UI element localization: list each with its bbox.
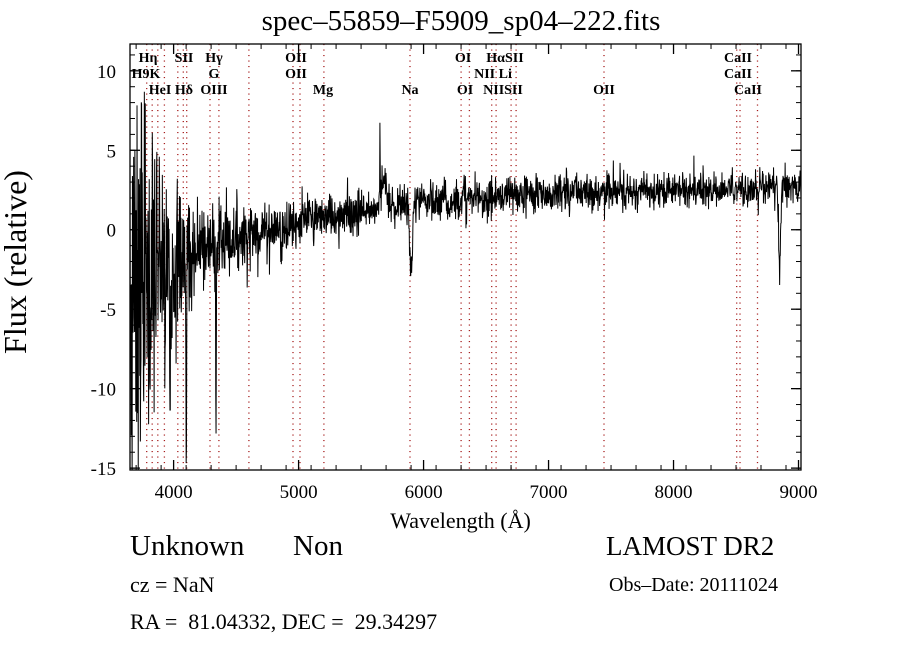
svg-text:Obs–Date: 20111024: Obs–Date: 20111024 [609, 574, 778, 596]
svg-text:Hδ: Hδ [175, 83, 193, 98]
svg-text:Unknown: Unknown [130, 530, 245, 562]
svg-text:RA = 81.04332, DEC = 29.3429: RA = 81.04332, DEC = 29.34297 [130, 609, 437, 634]
svg-text:Wavelength (Å): Wavelength (Å) [390, 508, 531, 533]
svg-text:9000: 9000 [780, 482, 818, 503]
svg-text:OII: OII [593, 83, 615, 98]
svg-text:HeI: HeI [149, 83, 172, 98]
svg-text:OI: OI [457, 83, 473, 98]
svg-text:CaII: CaII [724, 51, 752, 66]
svg-text:OIII: OIII [200, 83, 227, 98]
svg-text:7000: 7000 [530, 482, 568, 503]
svg-text:G: G [209, 67, 220, 82]
svg-text:SII: SII [175, 51, 194, 66]
svg-text:OII: OII [285, 67, 307, 82]
svg-text:4000: 4000 [155, 482, 193, 503]
svg-text:NIISII: NIISII [483, 83, 523, 98]
svg-text:OI: OI [455, 51, 471, 66]
svg-text:Na: Na [401, 83, 418, 98]
svg-text:-5: -5 [100, 300, 116, 321]
svg-text:-10: -10 [91, 380, 116, 401]
svg-text:6000: 6000 [405, 482, 443, 503]
svg-text:LAMOST DR2: LAMOST DR2 [606, 531, 774, 561]
svg-text:10: 10 [97, 62, 116, 83]
svg-text:NII Li: NII Li [474, 67, 512, 82]
svg-text:CaII: CaII [724, 67, 752, 82]
svg-text:Flux (relative): Flux (relative) [0, 170, 33, 354]
svg-text:Mg: Mg [313, 83, 333, 98]
svg-text:Hγ: Hγ [205, 51, 223, 66]
svg-text:HαSII: HαSII [486, 51, 523, 66]
svg-text:8000: 8000 [655, 482, 693, 503]
svg-text:H9K: H9K [132, 67, 161, 82]
svg-text:spec–55859–F5909_sp04–222.fits: spec–55859–F5909_sp04–222.fits [262, 5, 661, 37]
svg-text:5: 5 [107, 141, 117, 162]
svg-text:CaII: CaII [734, 83, 762, 98]
svg-text:OII: OII [285, 51, 307, 66]
svg-text:5000: 5000 [280, 482, 318, 503]
svg-text:Hη: Hη [139, 51, 158, 66]
svg-text:-15: -15 [91, 459, 116, 480]
svg-text:Non: Non [293, 530, 343, 562]
svg-text:cz = NaN: cz = NaN [130, 572, 215, 597]
svg-text:0: 0 [107, 221, 117, 242]
